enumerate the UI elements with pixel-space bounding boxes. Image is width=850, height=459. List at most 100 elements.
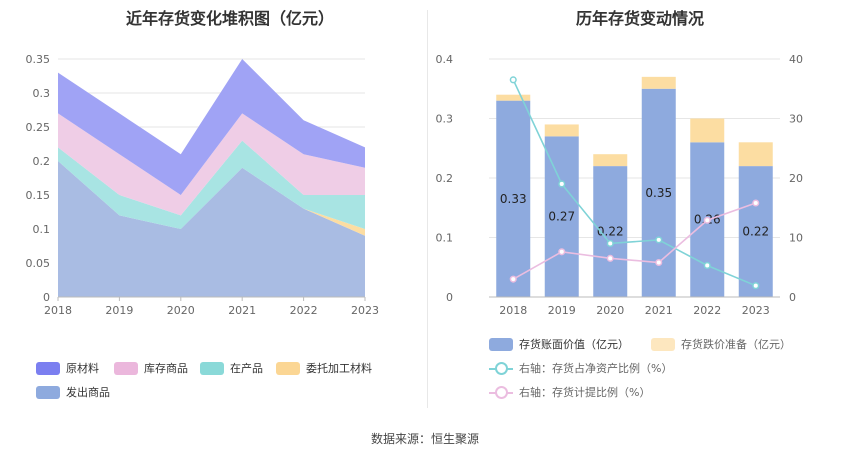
- y2-tick-label: 0: [789, 291, 796, 304]
- legend-item: 存货账面价值（亿元）: [489, 336, 629, 352]
- line-point: [606, 239, 614, 247]
- legend-item: 发出商品: [36, 384, 110, 400]
- y2-tick-label: 30: [789, 113, 803, 126]
- bar-value-label: 0.27: [548, 210, 575, 224]
- y-tick-label: 0.15: [26, 189, 51, 202]
- y-tick-label: 0.2: [33, 155, 51, 168]
- stacked-area-chart: 0 0.05 0.1 0.15 0.2 0.25 0.3 0.35 2018 2019 2020 20…: [26, 53, 380, 317]
- x-tick-label: 2022: [693, 304, 721, 317]
- bar: [496, 100, 531, 298]
- bar: [593, 154, 628, 167]
- line-point: [606, 254, 614, 262]
- legend-line-swatch: [489, 361, 513, 375]
- legend-item: 存货跌价准备（亿元）: [651, 336, 791, 352]
- y-tick-label: 0.1: [436, 232, 454, 245]
- legend-swatch: [276, 361, 300, 375]
- bar: [641, 76, 676, 89]
- legend-item: 右轴：存货计提比例（%）: [489, 384, 650, 400]
- y-tick-label: 0.25: [26, 121, 51, 134]
- y-tick-label: 0.3: [436, 113, 454, 126]
- legend-item: 委托加工材料: [276, 360, 372, 376]
- area-series: [58, 113, 365, 216]
- stacked-bar-line-chart: 00.10.20.30.40102030400.330.270.220.350.…: [436, 53, 804, 317]
- legend-swatch: [651, 337, 675, 351]
- y-tick-label: 0: [446, 291, 453, 304]
- line-point: [655, 236, 663, 244]
- y-tick-label: 0.35: [26, 53, 51, 66]
- legend-item: 在产品: [200, 360, 263, 376]
- bar: [738, 142, 773, 167]
- x-tick-label: 2021: [228, 304, 256, 317]
- y-tick-label: 0.4: [436, 53, 454, 66]
- panel-divider: [427, 10, 428, 408]
- legend-label: 右轴：存货占净资产比例（%）: [519, 362, 673, 375]
- area-series: [58, 161, 365, 297]
- area-series: [58, 59, 365, 195]
- area-series: [58, 140, 365, 229]
- x-tick-label: 2021: [645, 304, 673, 317]
- legend-item: 右轴：存货占净资产比例（%）: [489, 360, 672, 376]
- y-tick-label: 0.1: [33, 223, 51, 236]
- legend-label: 存货账面价值（亿元）: [519, 338, 629, 351]
- line-point: [509, 275, 517, 283]
- legend-label: 在产品: [230, 362, 263, 375]
- legend-line-swatch: [489, 385, 513, 399]
- line-point: [558, 248, 566, 256]
- line-point: [558, 180, 566, 188]
- left-chart-title: 近年存货变化堆积图（亿元）: [125, 9, 334, 28]
- x-tick-label: 2022: [290, 304, 318, 317]
- y-tick-label: 0.2: [436, 172, 454, 185]
- right-chart-legend: 存货账面价值（亿元） 存货跌价准备（亿元） 右轴：存货占净资产比例（%） 右轴：存货计…: [427, 0, 850, 459]
- line-point: [752, 199, 760, 207]
- bar-value-label: 0.35: [645, 186, 672, 200]
- y2-tick-label: 10: [789, 232, 803, 245]
- y-tick-label: 0: [43, 291, 50, 304]
- legend-marker: [495, 385, 508, 399]
- legend-label: 存货跌价准备（亿元）: [681, 338, 791, 351]
- legend-swatch: [36, 385, 60, 399]
- line-series: [512, 79, 757, 287]
- bar: [544, 136, 579, 297]
- bar: [544, 124, 579, 137]
- bar-value-label: 0.22: [742, 225, 769, 239]
- legend-label: 右轴：存货计提比例（%）: [519, 386, 651, 399]
- x-tick-label: 2019: [548, 304, 576, 317]
- legend-label: 库存商品: [144, 362, 188, 375]
- right-chart-title: 历年存货变动情况: [575, 9, 704, 28]
- x-tick-label: 2018: [499, 304, 527, 317]
- data-source-note: 数据来源：恒生聚源: [370, 432, 479, 446]
- y-tick-label: 0.3: [33, 87, 51, 100]
- legend-item: 原材料: [36, 360, 99, 376]
- legend-marker: [495, 361, 508, 375]
- bar-value-label: 0.33: [500, 192, 527, 206]
- x-tick-label: 2020: [167, 304, 195, 317]
- legend-label: 原材料: [66, 362, 99, 375]
- y2-tick-label: 40: [789, 53, 803, 66]
- y2-tick-label: 20: [789, 172, 803, 185]
- legend-label: 委托加工材料: [306, 362, 372, 375]
- legend-swatch: [489, 337, 513, 351]
- legend-label: 发出商品: [66, 386, 110, 399]
- line-point: [703, 216, 711, 224]
- line-point: [509, 76, 517, 84]
- line-series: [512, 202, 757, 280]
- x-tick-label: 2023: [351, 304, 379, 317]
- x-tick-label: 2020: [596, 304, 624, 317]
- legend-swatch: [114, 361, 138, 375]
- bar: [593, 166, 628, 297]
- bar: [496, 94, 531, 101]
- line-point: [752, 282, 760, 290]
- x-tick-label: 2019: [105, 304, 133, 317]
- legend-swatch: [36, 361, 60, 375]
- bar: [690, 118, 725, 143]
- x-tick-label: 2018: [44, 304, 72, 317]
- y-tick-label: 0.05: [26, 257, 51, 270]
- line-point: [703, 261, 711, 270]
- line-point: [655, 258, 663, 267]
- left-chart-legend: 原材料 库存商品 在产品 委托加工材料发出商品: [36, 360, 372, 400]
- x-tick-label: 2023: [742, 304, 770, 317]
- bar: [738, 166, 773, 297]
- legend-item: 库存商品: [114, 360, 188, 376]
- legend-swatch: [200, 361, 224, 375]
